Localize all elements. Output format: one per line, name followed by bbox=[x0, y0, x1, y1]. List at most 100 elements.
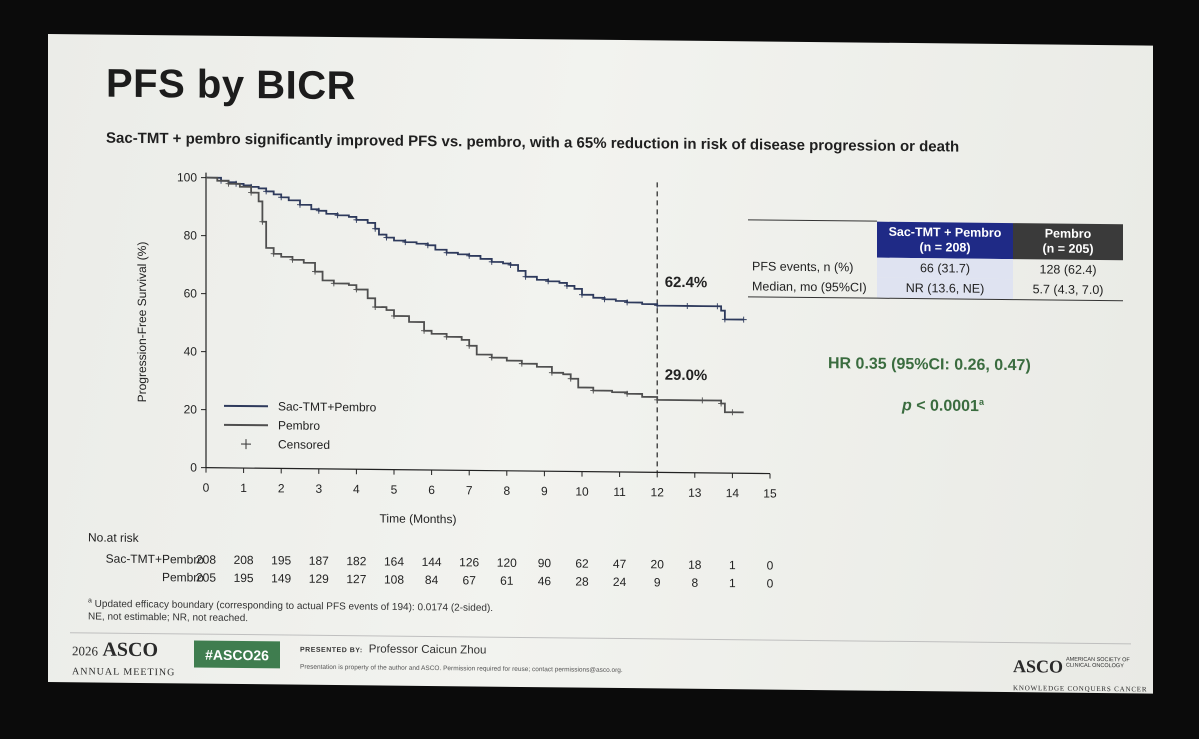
risk-value: 208 bbox=[234, 553, 254, 567]
censor-mark bbox=[383, 234, 390, 241]
risk-value: 9 bbox=[654, 575, 661, 589]
asco-society-logo: ASCO AMERICAN SOCIETY OF CLINICAL ONCOLOGY… bbox=[1013, 656, 1148, 694]
x-tick-label: 11 bbox=[613, 485, 626, 499]
censor-mark bbox=[545, 278, 552, 285]
censor-mark bbox=[488, 258, 495, 265]
censor-mark bbox=[714, 303, 721, 310]
risk-value: 61 bbox=[500, 574, 514, 588]
y-tick-label: 20 bbox=[184, 402, 198, 416]
censor-mark bbox=[248, 189, 255, 196]
risk-value: 18 bbox=[688, 558, 702, 572]
risk-value: 1 bbox=[729, 558, 736, 572]
censor-mark bbox=[563, 282, 570, 289]
risk-value: 164 bbox=[384, 555, 404, 569]
summary-table: Sac-TMT + Pembro (n = 208) Pembro (n = 205… bbox=[748, 219, 1123, 301]
risk-value: 108 bbox=[384, 573, 404, 587]
legend-label: Censored bbox=[278, 437, 330, 452]
risk-value: 28 bbox=[575, 575, 589, 589]
series-line-sac-tmt-pembro bbox=[206, 176, 744, 321]
risk-value: 84 bbox=[425, 573, 439, 587]
series-line-pembro bbox=[206, 176, 744, 414]
asco-annual-meeting-logo: 2026 ASCO ANNUAL MEETING bbox=[72, 638, 176, 679]
km-annotation: 29.0% bbox=[665, 367, 708, 384]
y-tick-label: 100 bbox=[177, 170, 197, 184]
x-tick-label: 1 bbox=[240, 481, 247, 495]
censor-mark bbox=[372, 304, 379, 311]
risk-value: 67 bbox=[463, 573, 477, 587]
censor-mark bbox=[270, 250, 277, 257]
risk-value: 182 bbox=[346, 554, 366, 568]
censor-mark bbox=[353, 286, 360, 293]
risk-value: 195 bbox=[271, 553, 291, 567]
censor-mark bbox=[297, 201, 303, 208]
slide: PFS by BICR Sac-TMT + pembro significant… bbox=[48, 34, 1153, 694]
censor-mark bbox=[466, 252, 473, 259]
x-tick-label: 15 bbox=[763, 486, 777, 500]
censor-mark bbox=[522, 273, 529, 280]
censor-mark bbox=[330, 280, 337, 287]
censor-mark bbox=[289, 256, 296, 263]
censor-mark bbox=[548, 369, 555, 376]
x-tick-label: 6 bbox=[428, 483, 435, 497]
x-tick-label: 14 bbox=[726, 486, 740, 500]
risk-value: 144 bbox=[422, 555, 442, 569]
censor-mark bbox=[729, 409, 736, 416]
censor-mark bbox=[421, 327, 428, 334]
y-tick-label: 0 bbox=[190, 460, 197, 474]
censor-mark bbox=[315, 207, 322, 214]
censor-mark bbox=[624, 299, 631, 306]
risk-value: 208 bbox=[196, 553, 216, 567]
censor-mark bbox=[654, 396, 661, 403]
legend-label: Sac-TMT+Pembro bbox=[278, 399, 377, 414]
censor-mark bbox=[353, 216, 360, 223]
x-axis bbox=[206, 467, 770, 475]
censor-mark bbox=[699, 397, 706, 404]
risk-value: 62 bbox=[575, 557, 589, 571]
censor-mark bbox=[263, 188, 270, 195]
risk-row-label: Pembro bbox=[162, 570, 204, 584]
risk-value: 20 bbox=[651, 557, 665, 571]
censor-mark bbox=[259, 218, 266, 225]
censor-mark bbox=[424, 242, 431, 249]
risk-value: 24 bbox=[613, 575, 627, 589]
summary-header-pembro: Pembro (n = 205) bbox=[1013, 222, 1123, 260]
censor-mark bbox=[278, 194, 285, 201]
risk-value: 90 bbox=[538, 556, 552, 570]
risk-row-label: Sac-TMT+Pembro bbox=[106, 552, 205, 567]
censor-mark bbox=[718, 400, 725, 407]
risk-value: 47 bbox=[613, 557, 627, 571]
x-tick-label: 4 bbox=[353, 482, 360, 496]
summary-header-sac: Sac-TMT + Pembro (n = 208) bbox=[877, 221, 1013, 259]
censor-mark bbox=[443, 333, 450, 340]
censor-mark bbox=[488, 354, 495, 361]
y-axis-label: Progression-Free Survival (%) bbox=[135, 242, 149, 403]
censor-mark bbox=[654, 302, 661, 309]
km-annotation: 62.4% bbox=[665, 274, 708, 291]
risk-value: 129 bbox=[309, 572, 329, 586]
summary-header-blank bbox=[748, 219, 877, 258]
x-tick-label: 13 bbox=[688, 486, 702, 500]
risk-value: 1 bbox=[729, 576, 736, 590]
legend-label: Pembro bbox=[278, 418, 320, 432]
censor-mark bbox=[372, 225, 379, 232]
property-notice: Presentation is property of the author a… bbox=[300, 663, 623, 675]
x-tick-label: 2 bbox=[278, 481, 285, 495]
x-tick-label: 8 bbox=[503, 484, 510, 498]
x-tick-label: 5 bbox=[391, 483, 398, 497]
censor-mark bbox=[443, 249, 450, 256]
censor-mark bbox=[567, 375, 574, 382]
hashtag-badge: #ASCO26 bbox=[194, 640, 280, 669]
risk-value: 0 bbox=[767, 577, 774, 591]
risk-value: 205 bbox=[196, 571, 216, 585]
hazard-ratio: HR 0.35 (95%CI: 0.26, 0.47) bbox=[828, 355, 1031, 375]
risk-value: 8 bbox=[691, 576, 698, 590]
censor-mark bbox=[579, 291, 585, 298]
x-tick-label: 0 bbox=[203, 481, 210, 495]
censor-mark bbox=[624, 390, 631, 397]
p-value: p < 0.0001a bbox=[902, 396, 984, 416]
y-tick-label: 80 bbox=[184, 228, 198, 242]
censor-mark bbox=[684, 302, 691, 309]
censor-mark bbox=[740, 316, 747, 323]
risk-value: 126 bbox=[459, 555, 479, 569]
y-tick-label: 40 bbox=[184, 344, 198, 358]
